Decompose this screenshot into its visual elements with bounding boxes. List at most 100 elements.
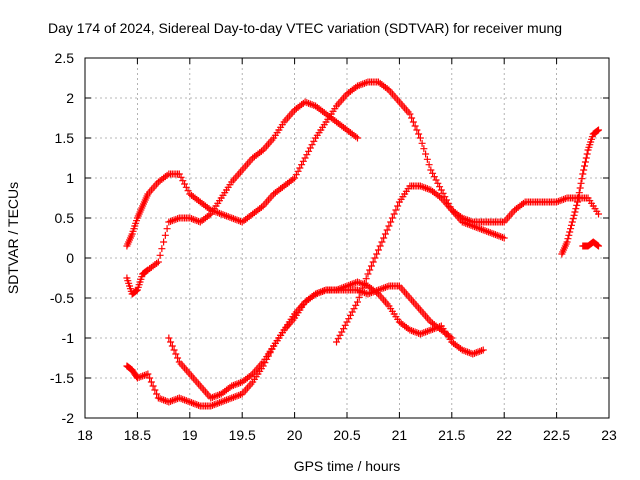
data-point: [160, 238, 168, 246]
series-track-f: [558, 126, 603, 258]
x-tick-label: 21: [392, 427, 408, 443]
data-point: [570, 211, 578, 219]
data-point: [574, 198, 582, 206]
series-track-b: [123, 78, 508, 250]
y-tick-label: 2: [66, 90, 74, 106]
data-point: [355, 293, 363, 301]
x-tick-label: 19.5: [229, 427, 256, 443]
data-point: [573, 201, 581, 209]
y-tick-label: -0.5: [50, 290, 74, 306]
data-point: [360, 279, 368, 287]
data-point: [364, 270, 372, 278]
data-point: [149, 382, 157, 390]
data-point: [161, 231, 169, 239]
x-tick-labels: 18 18.5 19 19.5 20 20.5 21 21.5 22 22.5 23: [77, 427, 617, 443]
data-point: [163, 225, 171, 233]
data-point: [595, 126, 603, 134]
data-point: [418, 139, 426, 147]
plot-frame: [84, 57, 610, 419]
y-tick-labels: -2 -1.5 -1 -0.5 0 0.5 1 1.5 2 2.5: [50, 50, 74, 426]
data-point: [569, 215, 577, 223]
data-point: [425, 161, 433, 169]
data-point: [394, 202, 402, 210]
data-point: [387, 218, 395, 226]
data-point: [156, 251, 164, 259]
data-point: [383, 226, 391, 234]
data-point: [388, 214, 396, 222]
data-point: [353, 134, 361, 142]
x-tick-label: 20.5: [333, 427, 360, 443]
data-point: [369, 258, 377, 266]
data-point: [374, 246, 382, 254]
x-tick-label: 20: [287, 427, 303, 443]
y-tick-label: 1.5: [55, 130, 75, 146]
x-tick-label: 18.5: [124, 427, 151, 443]
x-tick-label: 22: [496, 427, 512, 443]
data-point: [580, 166, 588, 174]
y-tick-label: -1: [62, 330, 75, 346]
data-point: [411, 122, 419, 130]
data-point: [500, 234, 508, 242]
data-point: [420, 145, 428, 153]
data-point: [378, 238, 386, 246]
data-point: [594, 127, 602, 135]
x-tick-label: 19: [182, 427, 198, 443]
x-axis-title: GPS time / hours: [294, 458, 401, 474]
data-layer: [123, 78, 603, 410]
data-point: [373, 250, 381, 258]
data-point: [385, 222, 393, 230]
data-point: [582, 154, 590, 162]
y-tick-label: 1: [66, 170, 74, 186]
y-tick-label: -2: [62, 410, 75, 426]
data-point: [413, 126, 421, 134]
data-point: [416, 134, 424, 142]
data-point: [408, 114, 416, 122]
data-point: [168, 342, 176, 350]
data-point: [567, 225, 575, 233]
data-point: [565, 231, 573, 239]
data-point: [576, 184, 584, 192]
data-point: [572, 205, 580, 213]
x-tick-label: 21.5: [438, 427, 465, 443]
data-point: [567, 221, 575, 229]
y-tick-label: -1.5: [50, 370, 74, 386]
data-point: [167, 338, 175, 346]
x-tick-label: 22.5: [543, 427, 570, 443]
data-point: [577, 179, 585, 187]
series-track-g: [579, 238, 603, 250]
data-point: [165, 334, 173, 342]
data-point: [415, 130, 423, 138]
data-point: [422, 150, 430, 158]
data-point: [563, 238, 571, 246]
data-point: [174, 354, 182, 362]
data-point: [423, 155, 431, 163]
data-point: [595, 210, 603, 218]
data-point: [151, 386, 159, 394]
data-point: [566, 228, 574, 236]
data-point: [581, 162, 589, 170]
data-point: [362, 275, 370, 283]
series-track-e: [333, 182, 603, 346]
data-point: [594, 241, 602, 249]
data-point: [357, 289, 365, 297]
data-point: [353, 298, 361, 306]
data-point: [144, 370, 152, 378]
data-point: [583, 150, 591, 158]
data-point: [392, 206, 400, 214]
data-point: [146, 374, 154, 382]
data-point: [147, 378, 155, 386]
data-point: [595, 242, 603, 250]
data-point: [367, 262, 375, 270]
data-point: [390, 210, 398, 218]
data-point: [571, 208, 579, 216]
x-tick-label: 18: [77, 427, 93, 443]
y-tick-label: 2.5: [55, 50, 75, 66]
y-tick-label: 0.5: [55, 210, 75, 226]
data-point: [380, 234, 388, 242]
chart-title: Day 174 of 2024, Sidereal Day-to-day VTE…: [48, 20, 562, 36]
data-point: [581, 158, 589, 166]
y-tick-label: 0: [66, 250, 74, 266]
data-point: [172, 350, 180, 358]
